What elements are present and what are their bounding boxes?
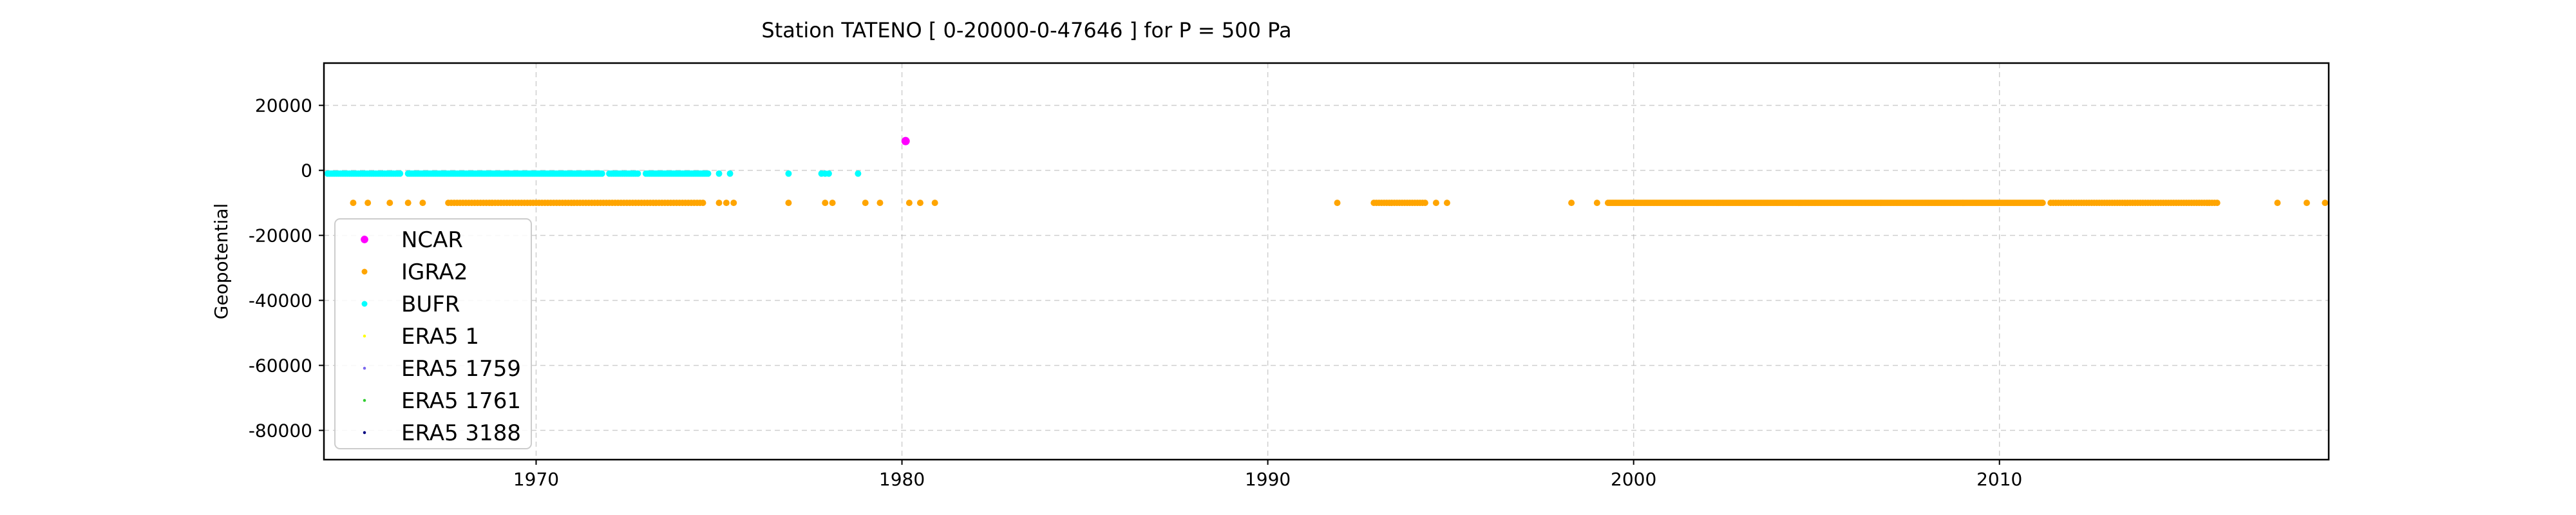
data-point [699, 200, 706, 207]
legend-marker [363, 366, 366, 370]
chart-title: Station TATENO [ 0-20000-0-47646 ] for P… [761, 18, 1291, 42]
data-point [1432, 200, 1439, 207]
series-igra2 [350, 200, 2329, 207]
legend-label: ERA5 1 [401, 324, 479, 350]
data-point [822, 200, 829, 207]
data-point [785, 170, 792, 177]
data-point [916, 200, 923, 207]
legend-label: IGRA2 [401, 259, 468, 285]
y-tick-label: -80000 [249, 420, 312, 442]
ticks-layer: 1970 1980 1990 2000 2010 20000 0 -20000 -40000 -6… [249, 95, 2023, 490]
data-layer [324, 136, 2329, 207]
data-point [705, 170, 712, 177]
y-tick-label: 0 [301, 160, 312, 182]
data-point [2274, 200, 2281, 207]
data-point [386, 200, 393, 207]
data-point [598, 170, 605, 177]
legend-item: ERA5 1761 [363, 388, 521, 414]
data-point [634, 170, 641, 177]
legend-marker [363, 334, 366, 338]
data-point [365, 200, 372, 207]
data-point [2039, 200, 2046, 207]
data-point [905, 200, 913, 207]
data-point [397, 170, 404, 177]
legend: NCAR IGRA2 BUFR ERA5 1 ERA5 1759 ERA5 1761 ERA… [334, 218, 532, 449]
legend-item: ERA5 3188 [363, 420, 521, 446]
data-point [1421, 200, 1428, 207]
series-bufr [324, 170, 862, 177]
series-ncar [901, 136, 910, 145]
x-tick-label: 1990 [1245, 469, 1291, 490]
legend-label: ERA5 1761 [401, 388, 521, 414]
data-point [419, 200, 426, 207]
legend-items: NCAR IGRA2 BUFR ERA5 1 ERA5 1759 ERA5 1761 ERA… [361, 227, 521, 446]
data-point [2213, 200, 2221, 207]
legend-marker [363, 431, 366, 435]
data-point [931, 200, 938, 207]
plot-frame [323, 62, 2330, 461]
y-axis-label: Geopotential [211, 203, 232, 320]
data-point [726, 170, 734, 177]
data-point [876, 200, 884, 207]
y-tick-label: 20000 [255, 95, 312, 117]
legend-marker [361, 301, 368, 307]
legend-item: ERA5 1759 [363, 356, 521, 382]
legend-marker [361, 236, 368, 243]
data-point [715, 170, 723, 177]
data-point [730, 200, 737, 207]
data-point [404, 200, 412, 207]
data-point [855, 170, 862, 177]
legend-item: NCAR [361, 227, 463, 253]
grid-layer [324, 63, 2329, 460]
legend-marker [363, 398, 366, 402]
data-point [2303, 200, 2310, 207]
data-point [715, 200, 723, 207]
x-tick-label: 2000 [1611, 469, 1656, 490]
legend-box [334, 218, 532, 449]
data-point [825, 170, 832, 177]
data-point [901, 136, 910, 145]
legend-item: BUFR [361, 292, 460, 317]
y-tick-label: -40000 [249, 290, 312, 312]
data-point [785, 200, 792, 207]
data-point [1568, 200, 1575, 207]
legend-item: ERA5 1 [363, 324, 479, 350]
legend-label: ERA5 3188 [401, 420, 521, 446]
x-tick-label: 1980 [879, 469, 925, 490]
data-point [862, 200, 869, 207]
data-point [1443, 200, 1450, 207]
x-tick-label: 2010 [1976, 469, 2022, 490]
y-tick-label: -60000 [249, 355, 312, 377]
legend-label: NCAR [401, 227, 463, 253]
data-point [829, 200, 836, 207]
y-tick-label: -20000 [249, 225, 312, 247]
legend-marker [361, 268, 368, 275]
x-tick-label: 1970 [513, 469, 559, 490]
data-point [350, 200, 357, 207]
legend-label: ERA5 1759 [401, 356, 521, 382]
data-point [1334, 200, 1341, 207]
legend-item: IGRA2 [361, 259, 468, 285]
data-point [2322, 200, 2329, 207]
legend-label: BUFR [401, 292, 460, 317]
data-point [1593, 200, 1600, 207]
data-point [723, 200, 730, 207]
